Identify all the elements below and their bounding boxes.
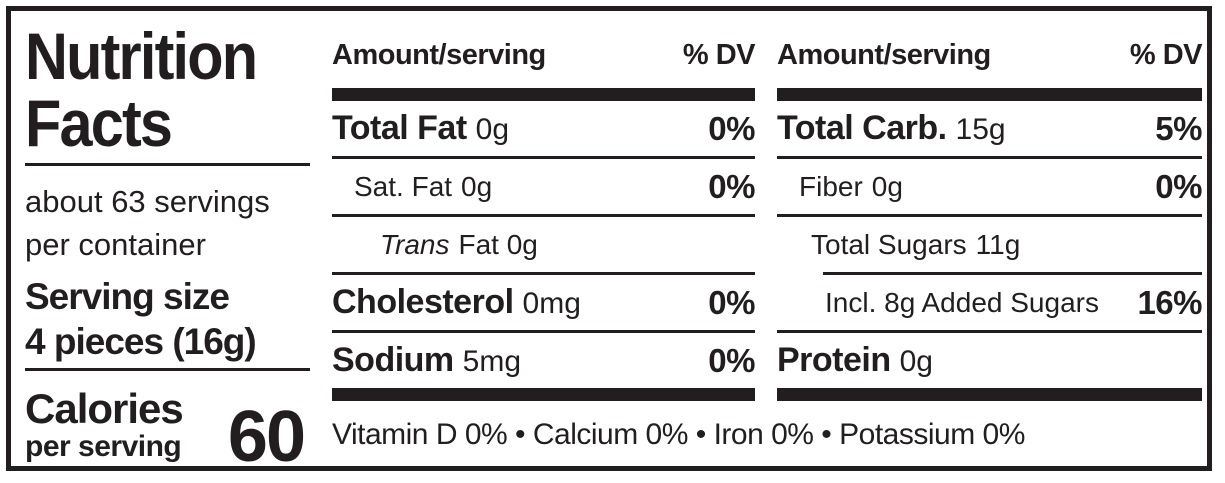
divider — [332, 330, 755, 333]
row-name: Total Sugars — [811, 228, 967, 260]
amount-serving-header: Amount/serving — [777, 39, 991, 71]
row-amount: 0mg — [522, 287, 581, 320]
divider — [777, 330, 1202, 333]
thick-bar — [777, 88, 1202, 101]
nutrient-row-total-sugars: Total Sugars 11g — [777, 217, 1202, 272]
nutrient-column-right: Amount/serving % DV Total Carb. 15g 5% Fi… — [777, 11, 1203, 401]
divider-indented — [823, 272, 1202, 275]
nutrient-column-left: Amount/serving % DV Total Fat 0g 0% Sat. … — [332, 11, 756, 401]
row-amount: 0g — [871, 170, 903, 202]
servings-line-2: per container — [25, 227, 206, 262]
nutrient-row-protein: Protein 0g — [777, 333, 1202, 388]
row-dv: 0% — [708, 283, 755, 321]
thick-bar — [332, 88, 755, 101]
row-name: Cholesterol — [332, 283, 514, 321]
row-dv: 5% — [1155, 109, 1202, 147]
calories-section: Calories per serving 60 — [25, 385, 310, 477]
nutrient-row-fiber: Fiber 0g 0% — [777, 159, 1202, 214]
divider — [332, 156, 755, 159]
percent-dv-header: % DV — [1129, 39, 1203, 71]
calories-label: Calories — [25, 385, 184, 432]
row-amount: 15g — [955, 113, 1006, 146]
nutrient-row-added-sugars: Incl. 8g Added Sugars 16% — [777, 275, 1202, 330]
nutrient-row-total-fat: Total Fat 0g 0% — [332, 101, 755, 156]
row-dv: 0% — [708, 109, 755, 147]
nutrient-row-sat-fat: Sat. Fat 0g 0% — [332, 159, 755, 214]
row-name: Incl. 8g Added Sugars — [825, 286, 1099, 318]
label-title: Nutrition Facts — [25, 23, 282, 157]
serving-size: Serving size 4 pieces (16g) — [25, 274, 310, 364]
row-name: Total Fat — [332, 109, 467, 147]
row-amount: 11g — [975, 228, 1021, 260]
calories-sub-label: per serving — [25, 430, 182, 463]
thick-bar — [777, 388, 1202, 401]
divider — [332, 214, 755, 217]
column-header: Amount/serving % DV — [777, 11, 1203, 88]
serving-size-label: Serving size — [25, 276, 230, 317]
row-name: Sodium — [332, 341, 454, 379]
title-line-2: Facts — [25, 86, 173, 160]
row-amount: 0g — [461, 170, 493, 202]
calories-labels: Calories per serving — [25, 385, 184, 463]
row-amount: 0g — [899, 345, 933, 378]
row-name: Total Carb. — [777, 109, 947, 147]
row-name: Sat. Fat — [354, 170, 453, 202]
row-amount: 0g — [475, 113, 510, 146]
amount-serving-header: Amount/serving — [332, 39, 546, 71]
row-dv: 0% — [708, 341, 755, 379]
row-name: Trans — [380, 228, 450, 260]
thick-bar — [332, 388, 755, 401]
divider — [332, 272, 755, 275]
row-dv: 16% — [1137, 283, 1202, 321]
row-name: Fiber — [799, 170, 863, 202]
servings-line-1: about 63 servings — [25, 184, 270, 219]
divider — [25, 163, 310, 166]
label-left-column: Nutrition Facts about 63 servings per con… — [25, 11, 310, 477]
nutrient-row-sodium: Sodium 5mg 0% — [332, 333, 755, 388]
serving-size-value: 4 pieces (16g) — [25, 321, 257, 362]
calories-value: 60 — [227, 397, 306, 477]
divider — [777, 156, 1202, 159]
footer-vitamins: Vitamin D 0% • Calcium 0% • Iron 0% • Po… — [332, 418, 1025, 451]
percent-dv-header: % DV — [682, 39, 756, 71]
divider — [25, 368, 310, 371]
row-dv: 0% — [1155, 167, 1202, 205]
row-amount: Fat 0g — [458, 228, 538, 260]
row-dv: 0% — [708, 167, 755, 205]
nutrient-columns: Amount/serving % DV Total Fat 0g 0% Sat. … — [332, 11, 1203, 401]
column-header: Amount/serving % DV — [332, 11, 756, 88]
row-name: Protein — [777, 341, 891, 379]
nutrients-area: Amount/serving % DV Total Fat 0g 0% Sat. … — [332, 11, 1203, 466]
title-line-1: Nutrition — [25, 19, 258, 93]
nutrient-row-total-carb: Total Carb. 15g 5% — [777, 101, 1202, 156]
nutrient-row-cholesterol: Cholesterol 0mg 0% — [332, 275, 755, 330]
divider — [777, 214, 1202, 217]
row-amount: 5mg — [462, 345, 522, 378]
servings-per-container: about 63 servings per container — [25, 180, 310, 266]
nutrient-row-trans-fat: Trans Fat 0g — [332, 217, 755, 272]
nutrition-facts-label: Nutrition Facts about 63 servings per con… — [6, 6, 1212, 477]
